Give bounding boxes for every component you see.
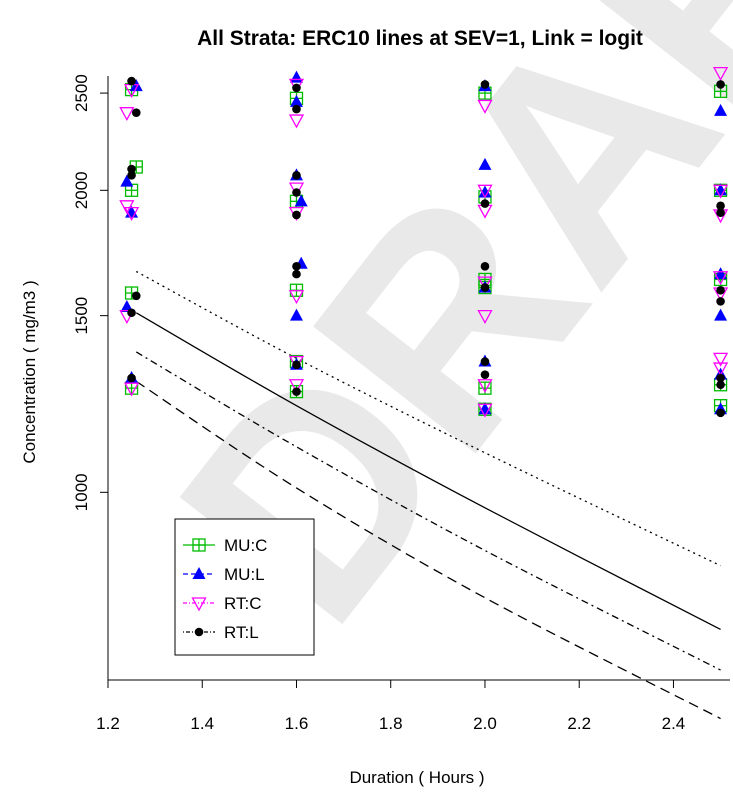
- point-rt-l: [292, 210, 301, 220]
- y-tick-label: 1500: [72, 297, 91, 335]
- point-rt-l: [292, 269, 301, 279]
- point-rt-l: [127, 171, 136, 180]
- point-mu-l: [478, 157, 492, 170]
- point-rt-l: [127, 373, 136, 383]
- point-rt-l: [480, 261, 490, 271]
- point-rt-l: [292, 83, 301, 93]
- x-tick-label: 1.6: [285, 714, 309, 733]
- point-mu-l: [289, 70, 303, 83]
- point-rt-l: [292, 104, 301, 114]
- fit-line-dashdot: [135, 351, 721, 671]
- fit-line-solid: [135, 312, 721, 631]
- point-rt-c: [712, 271, 729, 286]
- point-rt-l: [716, 380, 725, 390]
- point-rt-l: [716, 208, 725, 217]
- point-mu-l: [478, 185, 492, 198]
- point-rt-c: [712, 352, 729, 367]
- y-tick-label: 1000: [72, 473, 91, 511]
- x-tick-label: 1.4: [190, 714, 214, 733]
- point-rt-c: [288, 182, 305, 197]
- point-rt-l: [292, 188, 301, 197]
- chart-title: All Strata: ERC10 lines at SEV=1, Link =…: [197, 27, 643, 50]
- point-mu-l: [714, 267, 728, 280]
- point-rt-c: [288, 114, 305, 129]
- y-axis-label: Concentration ( mg/m3 ): [20, 280, 39, 463]
- point-rt-l: [716, 80, 725, 89]
- point-rt-l: [127, 164, 136, 174]
- point-rt-l: [127, 76, 136, 86]
- point-rt-c: [288, 290, 305, 305]
- point-rt-c: [477, 403, 493, 418]
- x-tick-label: 2.0: [473, 714, 497, 733]
- point-rt-l: [292, 360, 301, 370]
- legend-label: MU:L: [224, 565, 265, 584]
- point-rt-l: [716, 373, 725, 383]
- x-tick-label: 1.8: [379, 714, 403, 733]
- point-rt-l: [716, 297, 725, 306]
- legend-label: RT:C: [224, 594, 261, 613]
- legend-label: RT:L: [224, 623, 259, 642]
- point-rt-c: [288, 379, 305, 394]
- point-rt-c: [477, 310, 493, 325]
- point-mu-l: [714, 103, 728, 116]
- point-rt-c: [712, 184, 729, 199]
- legend-marker: [192, 567, 206, 579]
- legend-marker: [191, 597, 207, 612]
- x-tick-label: 2.4: [662, 714, 686, 733]
- point-mu-l: [289, 94, 303, 107]
- point-rt-c: [477, 99, 493, 114]
- point-mu-c: [478, 381, 492, 395]
- point-mu-l: [714, 308, 728, 321]
- point-rt-l: [480, 370, 490, 379]
- y-tick-label: 2000: [72, 171, 91, 209]
- legend-marker: [192, 538, 206, 552]
- point-rt-l: [480, 199, 490, 208]
- point-rt-c: [712, 67, 729, 82]
- point-rt-c: [477, 276, 493, 291]
- point-rt-l: [127, 308, 136, 318]
- point-rt-l: [716, 408, 725, 418]
- point-rt-l: [131, 108, 141, 117]
- axes: 1.2 1.4 1.6 1.8 2.0 2.2 2.4 1000 1500 2000 2500: [72, 74, 730, 733]
- legend: MU:C MU:L RT:C RT:L: [174, 518, 315, 656]
- point-rt-c: [477, 184, 493, 199]
- point-rt-c: [119, 107, 135, 122]
- point-rt-c: [712, 362, 729, 377]
- point-rt-l: [292, 261, 301, 271]
- point-rt-l: [480, 283, 490, 292]
- legend-label: MU:C: [224, 536, 267, 555]
- point-rt-c: [123, 382, 140, 397]
- x-tick-label: 1.2: [96, 714, 120, 733]
- y-tick-label: 2500: [72, 74, 91, 112]
- point-rt-c: [477, 379, 493, 394]
- point-mu-l: [120, 174, 134, 187]
- x-tick-label: 2.2: [567, 714, 591, 733]
- data-points: [119, 67, 729, 418]
- point-rt-l: [131, 291, 141, 301]
- point-rt-l: [716, 201, 725, 211]
- x-axis-label: Duration ( Hours ): [349, 768, 484, 787]
- point-rt-l: [292, 387, 301, 396]
- point-mu-l: [294, 194, 308, 207]
- point-rt-c: [123, 207, 140, 222]
- point-rt-l: [292, 171, 301, 180]
- fit-lines: [135, 270, 721, 720]
- point-rt-c: [119, 200, 135, 215]
- point-rt-l: [480, 80, 490, 89]
- point-rt-l: [716, 285, 725, 295]
- point-rt-l: [480, 357, 490, 366]
- point-mu-l: [289, 308, 303, 321]
- legend-marker: [194, 627, 204, 637]
